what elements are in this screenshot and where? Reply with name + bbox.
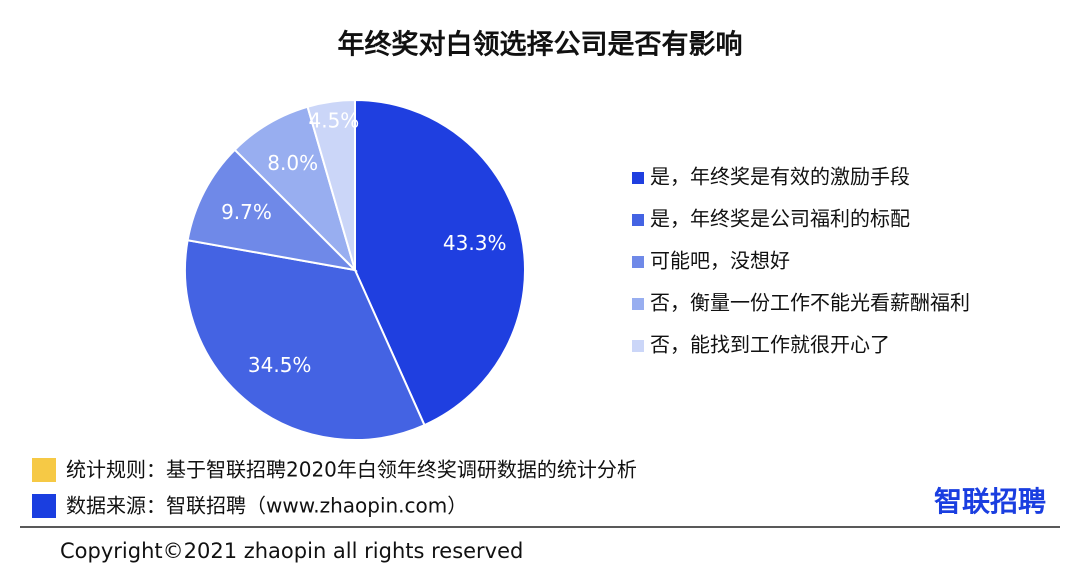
legend-label: 可能吧，没想好	[650, 249, 790, 273]
pie-slice	[186, 148, 358, 272]
slice-label: 9.7%	[221, 200, 272, 224]
slice-label: 43.3%	[443, 231, 507, 255]
legend-label: 是，年终奖是有效的激励手段	[650, 165, 910, 189]
logo: 智联招聘	[934, 485, 1046, 518]
pie-slice	[306, 98, 356, 271]
slice-label: 8.0%	[267, 151, 318, 175]
chart-title: 年终奖对白领选择公司是否有影响	[338, 29, 743, 61]
legend-swatch	[632, 340, 644, 352]
footer-source: 数据来源：智联招聘（www.zhaopin.com）	[66, 494, 467, 518]
legend-label: 否，能找到工作就很开心了	[650, 333, 890, 357]
pie-slice	[354, 98, 526, 427]
rule-icon	[32, 458, 56, 482]
legend-swatch	[632, 256, 644, 268]
legend-label: 否，衡量一份工作不能光看薪酬福利	[650, 291, 970, 315]
legend-swatch	[632, 298, 644, 310]
source-icon	[32, 494, 56, 518]
copyright: Copyright©2021 zhaopin all rights reserv…	[60, 539, 523, 563]
legend-swatch	[632, 172, 644, 184]
legend-swatch	[632, 214, 644, 226]
pie-slice	[184, 239, 426, 441]
legend-label: 是，年终奖是公司福利的标配	[650, 207, 910, 231]
pie: 43.3% 34.5% 9.7% 8.0% 4.5%	[184, 98, 526, 441]
slice-label: 34.5%	[248, 353, 312, 377]
legend: 是，年终奖是有效的激励手段是，年终奖是公司福利的标配可能吧，没想好否，衡量一份工…	[632, 165, 970, 357]
footer-rule: 统计规则：基于智联招聘2020年白领年终奖调研数据的统计分析	[66, 458, 637, 482]
slice-label: 4.5%	[309, 108, 360, 132]
